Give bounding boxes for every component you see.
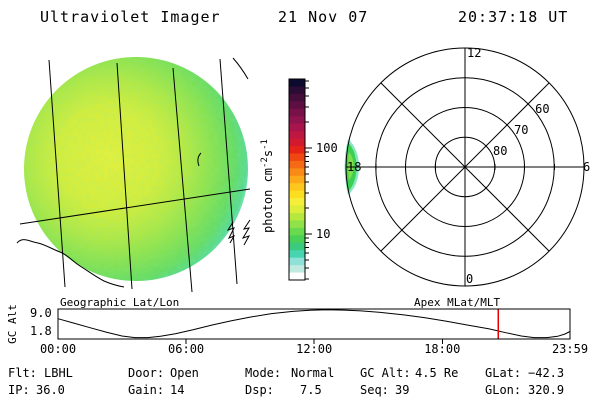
- colorbar-step: [289, 79, 305, 87]
- mlat-ring-label-60: 60: [535, 102, 549, 116]
- mlt-label-6: 6: [583, 160, 590, 174]
- status-gain-label: Gain:: [128, 383, 164, 397]
- gc-alt-curve: [57, 309, 571, 339]
- colorbar-step: [289, 183, 305, 192]
- status-seq-label: Seq:: [360, 383, 389, 397]
- status-readout: Flt: LBHL Door: Open Mode: Normal GC Alt…: [8, 366, 564, 397]
- status-flt-label: Flt:: [8, 366, 37, 380]
- y-tick-label-1_8: 1.8: [30, 324, 52, 338]
- status-glon-value: 320.9: [528, 383, 564, 397]
- x-axis-label: 12:00: [296, 342, 332, 356]
- colorbar-tick-label: 10: [316, 227, 330, 241]
- header-date: 21 Nov 07: [278, 8, 368, 26]
- colorbar-step: [289, 227, 305, 236]
- status-dsp-label: Dsp:: [245, 383, 274, 397]
- x-axis-label: 00:00: [40, 342, 76, 356]
- colorbar-step: [289, 175, 305, 184]
- colorbar-step: [289, 160, 305, 169]
- polar-plot: 12 6 0 18 80 70 60: [344, 46, 590, 287]
- colorbar-step: [289, 190, 305, 199]
- colorbar-step: [289, 101, 305, 110]
- colorbar-step: [289, 272, 305, 281]
- x-axis-label: 18:00: [424, 342, 460, 356]
- disk-caption: Geographic Lat/Lon: [60, 296, 179, 309]
- colorbar-step: [289, 131, 305, 140]
- colorbar-label-sup1: -1: [260, 139, 270, 150]
- colorbar-step: [289, 265, 305, 274]
- colorbar-step: [289, 242, 305, 251]
- colorbar-step: [289, 205, 305, 214]
- status-flt-value: LBHL: [44, 366, 73, 380]
- colorbar-step: [289, 235, 305, 244]
- mlt-label-18: 18: [347, 160, 361, 174]
- status-mode-value: Normal: [291, 366, 334, 380]
- colorbar-step: [289, 93, 305, 102]
- colorbar-label-s: s: [261, 150, 275, 157]
- colorbar-step: [289, 220, 305, 229]
- status-mode-label: Mode:: [245, 366, 281, 380]
- status-ip-label: IP:: [8, 383, 30, 397]
- colorbar-step: [289, 198, 305, 207]
- colorbar-step: [289, 257, 305, 266]
- disk-noise-texture: [24, 57, 248, 281]
- x-axis-label: 06:00: [168, 342, 204, 356]
- status-glat-value: −42.3: [528, 366, 564, 380]
- colorbar-ticks: 100 10: [305, 80, 338, 280]
- chart-box: [57, 308, 571, 340]
- mlat-ring-label-70: 70: [514, 123, 528, 137]
- colorbar-tick-label: 100: [316, 141, 338, 155]
- colorbar-step: [289, 123, 305, 132]
- polar-caption: Apex MLat/MLT: [414, 296, 500, 309]
- polar-mlat-labels: 80 70 60: [493, 102, 550, 158]
- status-dsp-value: 7.5: [300, 383, 322, 397]
- colorbar-step: [289, 213, 305, 221]
- colorbar-label: photon cm-2s-1: [260, 139, 275, 233]
- mlt-label-12: 12: [467, 46, 481, 60]
- y-tick-label-9: 9.0: [30, 306, 52, 320]
- colorbar-steps: [289, 79, 305, 281]
- status-gain-value: 14: [170, 383, 184, 397]
- status-glat-label: GLat:: [485, 366, 521, 380]
- status-gcalt-label: GC Alt:: [360, 366, 411, 380]
- disk-geographic-grid: [19, 57, 251, 293]
- header-title: Ultraviolet Imager: [40, 8, 221, 26]
- polar-axis-ticks: [345, 164, 585, 170]
- colorbar-step: [289, 146, 305, 154]
- status-seq-value: 39: [395, 383, 409, 397]
- colorbar-step: [289, 116, 305, 125]
- mlat-ring-label-80: 80: [493, 144, 507, 158]
- colorbar-step: [289, 86, 305, 95]
- colorbar-step: [289, 168, 305, 177]
- colorbar-border: [288, 78, 306, 281]
- colorbar-step: [289, 153, 305, 162]
- status-door-value: Open: [170, 366, 199, 380]
- polar-axes: [346, 48, 584, 286]
- colorbar-label-base: photon cm: [261, 168, 275, 233]
- status-ip-value: 36.0: [36, 383, 65, 397]
- x-axis: 00:00 06:00 12:00 18:00 23:59: [40, 339, 588, 356]
- colorbar-step: [289, 108, 305, 117]
- status-gcalt-value: 4.5 Re: [415, 366, 458, 380]
- status-door-label: Door:: [128, 366, 164, 380]
- mlt-label-0: 0: [466, 272, 473, 286]
- y-axis-title: GC Alt: [6, 304, 19, 344]
- colorbar-label-sup2: -2: [260, 157, 270, 168]
- earth-disk-image: [16, 57, 251, 293]
- header-time: 20:37:18 UT: [458, 8, 568, 26]
- status-glon-label: GLon:: [485, 383, 521, 397]
- gc-alt-chart: GC Alt 9.0 1.8 00:00 06:00 12:00 18:00 23:59: [6, 304, 588, 356]
- disk-coastlines: [16, 152, 251, 288]
- colorbar-step: [289, 138, 305, 147]
- colorbar-step: [289, 250, 305, 259]
- colorbar: 100 10 photon cm-2s-1: [260, 78, 338, 281]
- x-axis-label: 23:59: [552, 342, 588, 356]
